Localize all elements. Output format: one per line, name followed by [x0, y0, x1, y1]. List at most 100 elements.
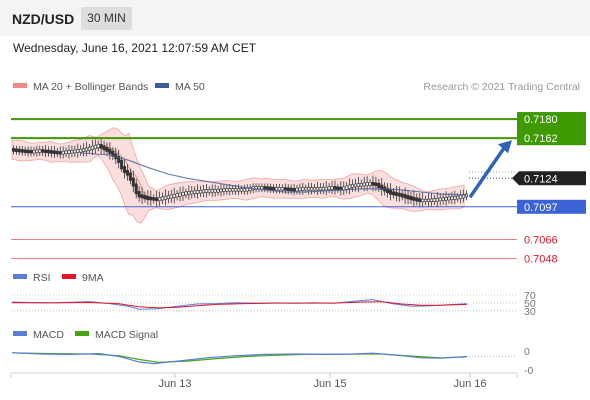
candle-body	[181, 192, 185, 196]
candle-body	[184, 191, 188, 196]
macd-panel: 0 -0	[11, 346, 533, 377]
symbol-label: NZD/USD	[12, 11, 75, 27]
candle-body	[333, 186, 337, 190]
candle-body	[456, 195, 460, 200]
candle-body	[362, 182, 366, 187]
candle-body	[280, 187, 284, 191]
macd-tick-label: 0	[524, 346, 530, 358]
candle-body	[304, 187, 308, 191]
candle-body	[260, 186, 264, 190]
candle-body	[359, 183, 363, 187]
timeframe-button[interactable]: 30 MIN	[81, 7, 132, 30]
candle-body	[286, 187, 290, 191]
candle-body	[321, 187, 325, 191]
candle-body	[351, 183, 355, 188]
candle-body	[292, 188, 296, 192]
candle-body	[403, 194, 407, 199]
candle-body	[193, 190, 197, 194]
candle-body	[234, 188, 238, 192]
x-tick-label: Jun 16	[453, 378, 486, 390]
candle-body	[447, 196, 451, 201]
candle-body	[99, 143, 103, 149]
price-levels: 0.71800.71620.70970.70660.70480.71800.71…	[11, 112, 586, 266]
candle-body	[26, 149, 30, 154]
x-axis: Jun 13 Jun 15 Jun 16	[10, 373, 518, 390]
forecast-arrow-shaft	[468, 144, 508, 199]
candle-body	[35, 149, 39, 154]
candle-body	[421, 198, 425, 203]
candle-body	[41, 149, 45, 153]
candle-body	[175, 193, 179, 198]
candle-body	[242, 188, 246, 192]
candle-body	[190, 190, 194, 195]
candle-body	[239, 188, 243, 192]
candle-body	[17, 148, 21, 153]
candle-body	[105, 147, 109, 152]
candle-body	[219, 188, 223, 193]
candle-body	[14, 148, 18, 152]
macd-signal-legend-label: MACD Signal	[95, 329, 158, 341]
candle-body	[391, 191, 395, 196]
ma50-legend-label: MA 50	[175, 81, 205, 93]
ma20-legend-label: MA 20 + Bollinger Bands	[33, 81, 148, 93]
candle-body	[23, 149, 27, 153]
candle-body	[117, 156, 121, 163]
candle-body	[225, 188, 229, 192]
candle-body	[49, 150, 53, 154]
candle-body	[348, 184, 352, 189]
candle-body	[409, 196, 413, 201]
bollinger-band-area	[11, 127, 465, 224]
candle-body	[137, 191, 141, 198]
candle-body	[196, 190, 200, 194]
candle-body	[152, 197, 156, 201]
candle-body	[450, 196, 454, 200]
rsi-ma-legend-label: 9MA	[82, 272, 104, 284]
candle-body	[32, 149, 36, 154]
rsi-tick-label: 70	[524, 290, 536, 302]
candle-body	[178, 192, 182, 197]
candle-body	[336, 186, 340, 190]
candle-body	[228, 188, 232, 192]
macd-legend-swatch	[13, 331, 27, 336]
candle-body	[73, 149, 77, 154]
top-bar: NZD/USD 30 MIN	[0, 0, 590, 36]
candle-body	[20, 149, 24, 153]
macd-legend-label: MACD	[33, 329, 64, 341]
candles	[11, 137, 469, 208]
resistance-tag-block	[517, 112, 586, 146]
candle-body	[275, 187, 279, 191]
macd-signal-legend-swatch	[75, 331, 89, 336]
candle-body	[272, 186, 276, 191]
candle-body	[324, 186, 328, 191]
candle-body	[432, 198, 436, 202]
candle-body	[108, 148, 112, 155]
candle-body	[318, 187, 322, 191]
candle-body	[459, 195, 463, 199]
candle-body	[377, 183, 381, 189]
candle-body	[140, 194, 144, 199]
candle-body	[11, 148, 15, 152]
credit-label: Research © 2021 Trading Central	[423, 81, 580, 93]
candle-body	[313, 187, 317, 191]
candle-body	[429, 198, 433, 203]
candle-body	[301, 187, 305, 191]
ma50-series	[80, 152, 468, 196]
candle-body	[277, 187, 281, 191]
level-label-0.7180: 0.7180	[524, 114, 558, 126]
candle-body	[155, 197, 159, 201]
candle-body	[400, 193, 404, 198]
chart-datetime: Wednesday, June 16, 2021 12:07:59 AM CET	[13, 41, 257, 55]
candle-body	[93, 144, 97, 149]
candle-body	[87, 146, 91, 151]
candle-body	[146, 196, 150, 201]
candle-body	[85, 147, 89, 152]
candle-body	[204, 189, 208, 193]
candle-body	[64, 150, 68, 155]
candle-body	[172, 194, 176, 198]
candle-body	[70, 149, 74, 154]
candle-body	[169, 194, 173, 199]
candle-body	[310, 187, 314, 191]
candle-body	[158, 197, 162, 201]
x-tick-label: Jun 15	[313, 378, 346, 390]
